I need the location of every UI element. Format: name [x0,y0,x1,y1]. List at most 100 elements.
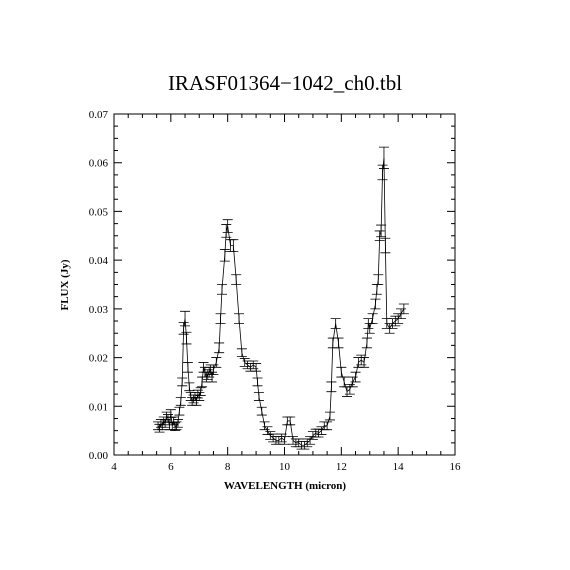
x-tick-label: 14 [393,461,405,473]
y-tick-label: 0.00 [89,450,109,462]
error-bar [172,419,183,428]
error-bar [184,382,195,392]
x-tick-label: 12 [336,461,347,473]
error-bar [157,421,168,431]
error-bar [288,436,299,445]
error-bar [299,440,310,450]
error-bar [154,423,165,433]
error-bar [378,146,389,169]
y-tick-label: 0.04 [89,255,109,267]
error-bar [279,436,290,445]
x-tick-label: 4 [111,461,117,473]
error-bar [191,397,202,406]
error-bar [216,284,227,295]
error-bar [161,411,172,421]
error-bar [265,431,276,440]
error-bar [290,438,301,448]
error-bar [211,357,222,368]
error-bar [168,416,179,426]
error-bar [188,394,199,404]
x-tick-label: 8 [225,461,231,473]
error-bar [356,354,367,366]
y-tick-label: 0.05 [89,206,109,218]
error-bar [208,364,219,376]
error-bar [307,431,318,440]
error-bar [165,409,176,418]
error-bar [177,377,188,387]
error-bar [207,371,218,383]
error-bar [242,360,253,370]
error-bar [310,428,321,438]
error-bar [234,313,245,324]
error-bar [322,421,333,431]
error-bar [387,318,398,329]
error-bar [222,219,233,233]
error-bar [181,331,192,345]
error-bar [174,406,185,416]
error-bar [380,237,391,254]
error-bar [376,224,387,238]
error-bar [273,436,284,445]
error-bar [194,392,205,401]
x-tick-label: 6 [168,461,174,473]
error-bar [313,428,324,438]
error-bar [268,433,279,443]
error-bar [195,387,206,396]
error-bar [231,274,242,285]
x-tick-label: 10 [279,461,291,473]
error-bar [326,381,337,393]
error-bar [262,426,273,435]
y-tick-label: 0.01 [89,401,108,413]
error-bar [259,421,270,431]
error-bar [361,337,372,349]
error-bar [182,362,193,373]
error-bar [336,366,347,378]
x-tick-label: 16 [450,461,462,473]
error-bar [353,357,364,368]
error-bar [390,315,401,327]
error-bar [153,421,164,431]
error-bar [175,397,186,406]
error-bar [221,224,232,238]
error-bar [236,348,247,357]
error-bar [333,337,344,349]
error-bar [158,416,169,426]
error-bar [180,310,191,327]
y-tick-label: 0.02 [89,353,108,365]
error-bar [214,342,225,354]
error-bar [324,411,335,421]
error-bar [359,357,370,368]
y-axis-label: FLUX (Jy) [59,259,71,310]
error-bar [162,414,173,423]
chart-title: IRASF01364−1042_ch0.tbl [168,71,402,95]
error-bar [302,438,313,448]
error-bar [344,383,355,395]
error-bar [330,318,341,329]
error-bar [373,274,384,285]
x-axis-label: WAVELENGTH (micron) [224,480,346,492]
error-bar [305,436,316,445]
error-bar [276,433,287,443]
error-bar [239,358,250,367]
y-tick-label: 0.07 [89,109,109,121]
error-bar [192,389,203,399]
error-bar [228,239,239,252]
error-bar [160,419,171,428]
error-bar [370,298,381,310]
y-tick-label: 0.03 [89,304,109,316]
error-bar [252,377,263,387]
y-tick-label: 0.06 [89,158,109,170]
error-bar [171,421,182,431]
error-bar [293,438,304,448]
error-bar [377,164,388,181]
error-bar [215,313,226,324]
error-bar [219,249,230,262]
error-bar [350,371,361,383]
error-bar [327,337,338,349]
data-line [157,157,405,446]
error-bar [253,392,264,401]
error-bar [155,419,166,428]
error-bar [398,303,409,315]
error-bar [371,284,382,295]
